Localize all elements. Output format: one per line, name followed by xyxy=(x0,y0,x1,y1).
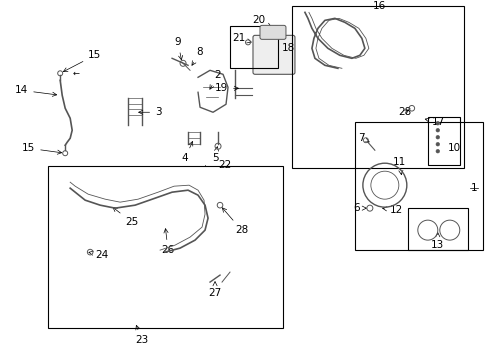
Bar xyxy=(407,208,467,250)
Text: 22: 22 xyxy=(218,160,231,170)
Text: 17: 17 xyxy=(425,117,444,127)
Text: 28: 28 xyxy=(397,107,410,117)
Text: 2: 2 xyxy=(209,70,221,89)
Text: 27: 27 xyxy=(208,282,221,298)
Text: 23: 23 xyxy=(135,325,148,345)
Text: 4: 4 xyxy=(182,141,192,163)
Text: 10: 10 xyxy=(447,143,460,153)
Text: 15: 15 xyxy=(63,50,101,72)
Text: 21: 21 xyxy=(231,33,251,43)
Text: 15: 15 xyxy=(22,143,61,154)
Text: 7: 7 xyxy=(358,133,368,143)
Text: 14: 14 xyxy=(15,85,57,96)
FancyBboxPatch shape xyxy=(252,35,294,74)
Text: 26: 26 xyxy=(161,229,174,255)
Text: ←: ← xyxy=(72,69,79,78)
Bar xyxy=(427,117,459,165)
Text: 20: 20 xyxy=(251,15,271,27)
Bar xyxy=(354,122,482,250)
Circle shape xyxy=(435,135,439,139)
Text: 18: 18 xyxy=(282,43,295,53)
Text: 24: 24 xyxy=(89,250,108,260)
Text: 1: 1 xyxy=(470,183,477,193)
Circle shape xyxy=(435,149,439,153)
FancyBboxPatch shape xyxy=(260,25,285,39)
Circle shape xyxy=(435,143,439,146)
Text: 8: 8 xyxy=(192,47,203,65)
Text: 5: 5 xyxy=(211,147,218,163)
Text: 28: 28 xyxy=(222,208,248,235)
Text: 25: 25 xyxy=(113,207,138,227)
Text: 13: 13 xyxy=(430,233,444,250)
Text: 6: 6 xyxy=(352,203,366,213)
Text: 12: 12 xyxy=(382,205,402,215)
Text: 9: 9 xyxy=(174,37,183,60)
Bar xyxy=(229,26,277,68)
Bar xyxy=(291,6,463,168)
Text: 3: 3 xyxy=(139,107,162,117)
Circle shape xyxy=(435,121,439,125)
Text: 11: 11 xyxy=(392,157,406,175)
Bar xyxy=(48,166,283,328)
Text: 19: 19 xyxy=(214,83,238,93)
Text: 16: 16 xyxy=(372,1,386,12)
Circle shape xyxy=(435,129,439,132)
